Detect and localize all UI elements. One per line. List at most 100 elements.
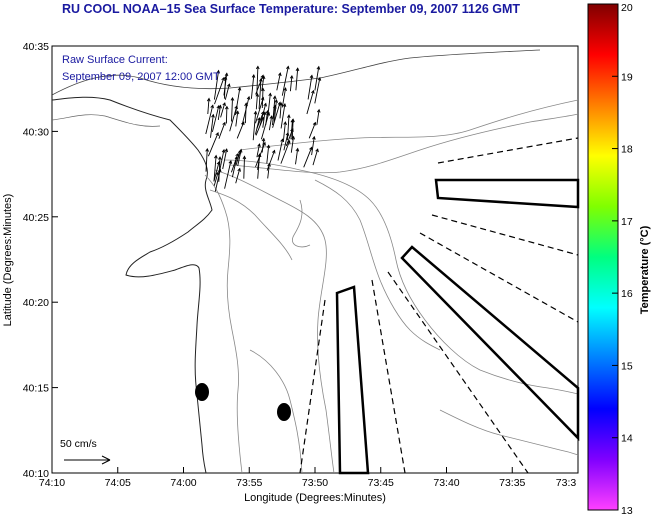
- surface-current-vectors: [205, 65, 322, 192]
- current-vector-head: [272, 149, 276, 154]
- current-vector-head: [255, 65, 260, 70]
- current-vector: [256, 111, 264, 129]
- current-vector: [255, 75, 264, 95]
- current-vector: [241, 96, 250, 125]
- current-vector: [289, 75, 293, 92]
- current-vector-head: [222, 121, 226, 126]
- current-vector: [308, 122, 316, 139]
- current-vector: [224, 160, 232, 189]
- current-vector-head: [224, 148, 229, 153]
- current-vector-head: [235, 152, 239, 157]
- current-vector-head: [216, 104, 220, 109]
- x-axis-ticks: 74:10 74:05 74:00 73:55 73:50 73:45 73:40 73:35…: [39, 467, 579, 489]
- current-vector: [207, 98, 210, 115]
- current-vector-head: [224, 72, 229, 77]
- current-vector: [267, 163, 270, 179]
- x-tick-label: 73:50: [302, 477, 328, 489]
- current-vector: [205, 148, 208, 172]
- map-title: RU COOL NOAA–15 Sea Surface Temperature:…: [62, 2, 521, 16]
- current-vector-head: [215, 132, 219, 136]
- current-vector-head: [222, 102, 226, 107]
- current-vector-head: [262, 111, 267, 116]
- current-vector: [285, 128, 294, 147]
- y-tick-label: 40:35: [23, 41, 49, 53]
- y-tick-label: 40:30: [23, 126, 49, 138]
- current-vector-head: [206, 97, 211, 102]
- current-vector-head: [237, 149, 242, 154]
- current-label-line2: September 09, 2007 12:00 GMT: [62, 71, 220, 83]
- current-vector: [273, 99, 277, 121]
- current-vector: [266, 145, 270, 164]
- colorbar-tick-label: 18: [621, 144, 633, 156]
- x-tick-label: 73:35: [499, 477, 525, 489]
- current-vector-head: [225, 105, 229, 110]
- current-vector: [220, 102, 226, 118]
- x-tick-label: 73:55: [236, 477, 262, 489]
- current-vector-head: [216, 69, 221, 74]
- current-vector-head: [246, 95, 251, 100]
- current-vector: [281, 66, 289, 96]
- current-vector: [252, 111, 257, 141]
- current-vector: [271, 105, 276, 126]
- y-axis-ticks: 40:35 40:30 40:25 40:20 40:15 40:10: [23, 41, 58, 480]
- colorbar-tick-label: 19: [621, 71, 633, 83]
- current-vector: [230, 153, 239, 173]
- current-vector-head: [211, 113, 215, 118]
- current-vector-head: [280, 138, 284, 143]
- current-vector-head: [268, 92, 272, 97]
- x-tick-label: 74:10: [39, 477, 65, 489]
- current-vector: [210, 114, 214, 138]
- current-vector-head: [266, 144, 271, 149]
- current-vector-head: [260, 96, 265, 101]
- current-vector: [218, 156, 221, 182]
- current-vector: [235, 150, 241, 166]
- current-vector-head: [315, 148, 319, 153]
- current-vector-head: [309, 146, 313, 151]
- current-vector-head: [210, 104, 214, 109]
- current-vector-head: [267, 162, 271, 167]
- current-vector: [205, 105, 214, 135]
- current-vector-head: [279, 102, 283, 106]
- current-vector: [257, 154, 261, 179]
- y-axis-label: Latitude (Degrees:Minutes): [2, 194, 14, 327]
- current-vector-head: [290, 118, 295, 123]
- current-vector-head: [316, 108, 321, 113]
- current-vector: [281, 88, 287, 108]
- current-vector: [255, 97, 264, 124]
- current-vector: [213, 161, 220, 182]
- current-vector: [290, 136, 295, 153]
- dashed-beam-lines: [299, 137, 579, 474]
- current-vector-head: [241, 121, 245, 126]
- current-vector-head: [272, 104, 277, 109]
- colorbar-tick-label: 13: [621, 505, 633, 517]
- scale-label: 50 cm/s: [60, 438, 97, 450]
- current-vector-head: [269, 115, 274, 120]
- current-vector: [218, 149, 225, 172]
- current-vector: [225, 106, 228, 124]
- current-vector-head: [283, 121, 288, 125]
- current-vector: [223, 73, 228, 96]
- current-vector: [314, 66, 320, 91]
- sampling-polygons: [335, 178, 580, 475]
- current-vector-head: [234, 105, 238, 110]
- current-vector-head: [289, 74, 294, 79]
- current-vector: [231, 97, 233, 122]
- current-vector: [229, 105, 238, 132]
- current-vector: [258, 78, 262, 109]
- current-vector: [255, 93, 258, 110]
- current-vector-head: [261, 137, 266, 142]
- current-vector: [235, 111, 239, 127]
- current-vector: [236, 121, 245, 139]
- current-vector: [280, 103, 286, 129]
- current-vector: [261, 138, 265, 153]
- colorbar-tick-label: 16: [621, 288, 633, 300]
- current-vector: [261, 76, 265, 91]
- current-vector: [303, 147, 313, 168]
- current-vector-head: [215, 171, 220, 176]
- current-vector-head: [221, 148, 226, 153]
- current-vector: [279, 103, 282, 119]
- current-vector-head: [282, 102, 287, 107]
- current-vector-head: [257, 143, 261, 148]
- current-vector: [287, 115, 290, 141]
